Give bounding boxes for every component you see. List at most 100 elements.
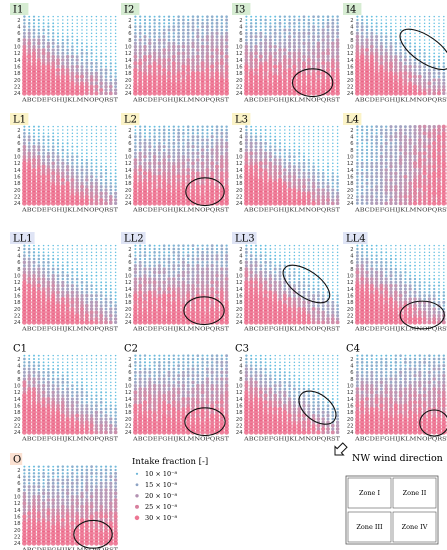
- bubble: [327, 169, 329, 171]
- bubble: [42, 41, 46, 45]
- bubble: [287, 200, 292, 206]
- bubble: [438, 15, 440, 18]
- bubble: [370, 35, 374, 39]
- bubble: [191, 48, 195, 52]
- bubble: [200, 191, 205, 196]
- bubble: [287, 171, 292, 176]
- bubble: [163, 25, 166, 28]
- bubble: [321, 48, 325, 52]
- bubble: [134, 261, 137, 264]
- bubble: [57, 129, 59, 131]
- bubble: [361, 142, 364, 145]
- y-tick-label: 2: [17, 128, 20, 134]
- bubble: [153, 125, 156, 128]
- bubble: [365, 41, 369, 46]
- bubble: [297, 178, 302, 182]
- bubble: [422, 161, 427, 166]
- bubble: [99, 310, 103, 315]
- bubble: [46, 280, 51, 285]
- bubble: [109, 68, 113, 72]
- bubble: [287, 41, 292, 45]
- bubble: [332, 139, 334, 141]
- bubble: [190, 77, 196, 83]
- bubble: [114, 182, 117, 185]
- bubble: [81, 251, 83, 254]
- bubble: [138, 51, 142, 56]
- bubble: [56, 280, 60, 284]
- bubble: [108, 91, 113, 96]
- bubble: [105, 274, 107, 277]
- bubble: [70, 287, 74, 291]
- bubble: [104, 284, 108, 287]
- bubble: [215, 138, 219, 142]
- bubble: [152, 158, 157, 162]
- bubble: [201, 132, 204, 135]
- bubble: [321, 172, 325, 175]
- bubble: [442, 52, 445, 55]
- bubble: [71, 52, 74, 55]
- bubble: [36, 57, 41, 63]
- y-tick-label: 24: [14, 201, 21, 207]
- bubble: [177, 28, 180, 32]
- bubble: [356, 148, 359, 152]
- bubble: [36, 190, 42, 196]
- bubble: [316, 64, 321, 69]
- bubble: [254, 141, 258, 145]
- bubble: [359, 60, 365, 66]
- y-tick-label: 2: [350, 18, 353, 24]
- bubble: [365, 25, 369, 28]
- bubble: [292, 31, 296, 35]
- y-tick-label: 22: [236, 194, 243, 200]
- bubble: [182, 254, 185, 257]
- bubble: [302, 25, 306, 28]
- bubble: [176, 164, 181, 169]
- bubble-group: [133, 244, 229, 325]
- bubble: [196, 168, 200, 172]
- bubble: [80, 188, 84, 192]
- bubble: [27, 38, 31, 42]
- bubble: [293, 142, 296, 145]
- bubble: [177, 48, 181, 52]
- bubble: [51, 280, 55, 285]
- bubble: [317, 129, 320, 131]
- y-tick-label: 4: [17, 24, 21, 30]
- bubble: [181, 41, 185, 45]
- bubble: [90, 135, 93, 138]
- bubble: [443, 49, 445, 51]
- bubble: [317, 38, 320, 42]
- bubble: [90, 15, 93, 18]
- bubble: [201, 32, 204, 35]
- bubble: [89, 201, 94, 206]
- bubble: [196, 135, 200, 139]
- bubble: [312, 18, 315, 22]
- bubble: [248, 84, 254, 90]
- panel-label-badge: [232, 3, 251, 15]
- bubble: [224, 141, 229, 146]
- bubble: [186, 277, 190, 281]
- bubble: [94, 74, 99, 79]
- bubble: [28, 15, 31, 18]
- bubble: [89, 91, 94, 96]
- bubble: [210, 247, 214, 251]
- bubble: [139, 15, 142, 18]
- bubble: [432, 131, 437, 136]
- bubble: [157, 267, 161, 271]
- bubble: [94, 194, 99, 199]
- bubble: [75, 277, 79, 281]
- bubble: [94, 188, 99, 192]
- bubble: [100, 29, 102, 31]
- bubble: [209, 90, 215, 96]
- bubble: [89, 313, 94, 318]
- bubble: [282, 200, 288, 206]
- bubble: [283, 174, 287, 179]
- bubble: [137, 87, 143, 93]
- bubble: [210, 267, 214, 271]
- bubble: [215, 257, 219, 261]
- bubble: [99, 91, 104, 96]
- bubble: [109, 317, 113, 321]
- bubble: [79, 87, 85, 93]
- bubble: [210, 141, 214, 145]
- bubble: [335, 87, 340, 93]
- bubble: [167, 267, 171, 271]
- bubble: [370, 198, 374, 202]
